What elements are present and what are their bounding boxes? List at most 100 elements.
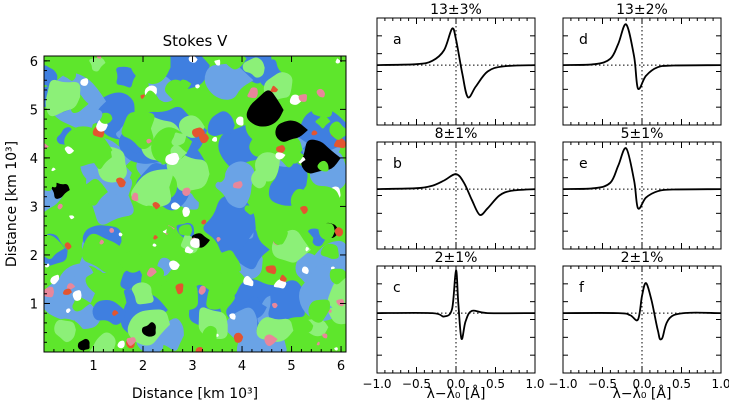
map-cell: [290, 188, 325, 226]
panel-xtick-label: 0.0: [446, 377, 465, 391]
stokes-v-map: [44, 56, 346, 352]
map-cell: [287, 56, 325, 85]
map-cell: [265, 265, 277, 275]
map-cell: [51, 167, 56, 172]
map-cell: [214, 59, 221, 66]
map-cell: [316, 88, 325, 98]
map-cell: [272, 302, 278, 309]
map-cell: [63, 288, 72, 295]
map-cell: [203, 195, 256, 255]
map-cell: [298, 94, 307, 102]
map-cell: [50, 274, 60, 285]
map-cell: [182, 187, 191, 197]
map-cell: [184, 246, 194, 254]
map-cell: [329, 121, 346, 140]
map-ytick-label: 3: [30, 200, 38, 215]
map-cell: [301, 266, 309, 275]
map-cell: [65, 308, 71, 314]
map-cell: [117, 340, 125, 349]
map-cell: [116, 66, 136, 88]
map-cell: [256, 317, 294, 342]
map-cell: [118, 232, 123, 237]
map-cell: [131, 282, 154, 305]
map-cell: [328, 305, 346, 325]
map-ytick-label: 4: [30, 152, 38, 167]
map-cell: [335, 58, 341, 64]
panel-letter: c: [393, 280, 401, 296]
map-cell: [195, 346, 204, 352]
map-ytick-label: 5: [30, 103, 38, 118]
map-cell: [206, 281, 232, 310]
map-cell: [301, 139, 341, 174]
map-cell: [138, 205, 158, 225]
map-cell: [198, 285, 206, 295]
map-cell: [153, 235, 159, 240]
map-cell: [286, 147, 304, 164]
profiles-xlabel-left: λ−λ₀ [Å]: [427, 385, 486, 402]
map-cell: [126, 337, 137, 346]
map-cell: [146, 138, 152, 144]
map-axes: 1 2 3 4 5 6 1 2 3 4 5 6: [30, 55, 346, 374]
map-cell: [188, 56, 198, 63]
panel-xtick-label: −0.5: [588, 377, 617, 391]
map-cell: [175, 283, 184, 295]
map-cell: [275, 120, 308, 142]
map-ytick-label: 6: [30, 55, 38, 70]
map-cell: [254, 152, 280, 182]
panel-title: 13±2%: [616, 2, 668, 18]
map-cell: [204, 63, 254, 100]
map-cell: [322, 333, 328, 339]
map-title: Stokes V: [163, 32, 229, 50]
map-cell: [182, 206, 191, 217]
profile-panel-b: 8±1% b: [376, 126, 536, 250]
map-cell: [216, 237, 221, 242]
panel-xtick-label: −1.0: [548, 377, 577, 391]
map-cell: [117, 250, 145, 273]
panel-xtick-label: −1.0: [362, 377, 391, 391]
profile-panel-f: 2±1% f −1.0 −0.5 0.0 0.5 1.0: [548, 250, 729, 391]
map-cell: [273, 228, 285, 245]
map-cell: [316, 341, 320, 346]
map-cell: [44, 286, 54, 298]
map-cell: [99, 112, 113, 124]
map-cell: [320, 243, 339, 259]
map-cell: [268, 280, 305, 323]
map-cell: [297, 319, 314, 333]
map-cell: [138, 90, 161, 112]
map-xlabel: Distance [km 10³]: [132, 386, 258, 402]
profile-curve-d: [562, 23, 722, 91]
map-cell: [81, 233, 128, 273]
map-cell: [79, 178, 108, 206]
map-cell: [92, 299, 126, 325]
map-cell: [311, 99, 333, 118]
map-cell: [63, 63, 77, 81]
map-cell: [198, 133, 209, 144]
map-xtick-label: 1: [89, 359, 97, 374]
panel-xtick-label: 0.0: [632, 377, 651, 391]
map-cell: [152, 243, 157, 247]
map-frame: [43, 55, 347, 353]
map-cell: [235, 116, 244, 126]
profile-curve-a: [376, 27, 536, 99]
panel-letter: d: [579, 32, 588, 48]
map-cell: [246, 90, 284, 127]
map-cell: [96, 56, 102, 59]
profile-panel-a: 13±3% a: [376, 2, 536, 126]
profiles-xlabel-right: λ−λ₀ [Å]: [613, 385, 672, 402]
map-cell: [44, 234, 65, 260]
map-cell: [121, 111, 155, 150]
panel-title: 8±1%: [435, 126, 478, 142]
map-cell: [242, 57, 265, 78]
map-cell: [169, 260, 180, 271]
map-cell: [45, 79, 81, 117]
panel-xtick-label: −0.5: [402, 377, 431, 391]
map-cell: [64, 242, 72, 250]
map-cell: [44, 318, 60, 346]
map-cell: [129, 56, 171, 85]
map-cell: [212, 136, 218, 142]
map-cell: [305, 247, 310, 252]
map-cell: [44, 179, 53, 192]
map-xtick-label: 2: [139, 359, 147, 374]
map-cell: [243, 275, 254, 287]
map-cell: [157, 220, 169, 231]
